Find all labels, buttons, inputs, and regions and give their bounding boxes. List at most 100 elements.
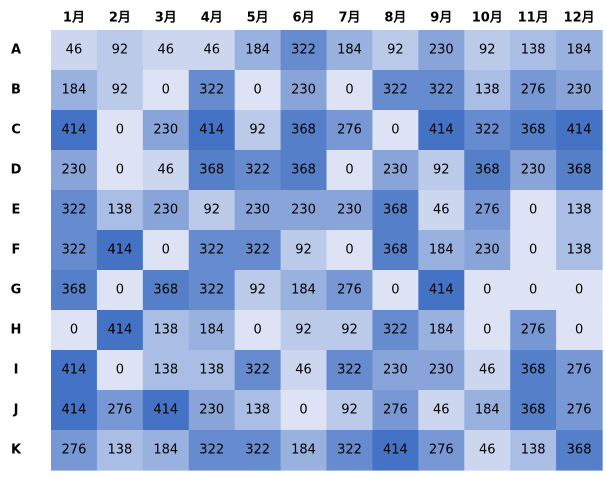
heatmap-cell (51, 230, 98, 271)
heatmap-cell (234, 270, 282, 311)
heatmap-cell (326, 310, 374, 351)
cell-value-label: 368 (291, 123, 316, 138)
heatmap-cell (510, 30, 557, 71)
cell-value-label: 92 (112, 83, 129, 98)
cell-value-label: 46 (433, 203, 450, 218)
cell-value-label: 230 (567, 83, 592, 98)
cell-value-label: 368 (153, 283, 178, 298)
column-label: 4月 (201, 11, 223, 26)
cell-value-label: 0 (529, 283, 537, 298)
heatmap-cell (188, 230, 236, 271)
heatmap-cell (464, 230, 511, 271)
heatmap-cell (96, 350, 144, 391)
heatmap-cell (51, 350, 98, 391)
cell-value-label: 0 (253, 323, 261, 338)
heatmap-cell (188, 390, 236, 431)
cell-value-label: 0 (299, 403, 307, 418)
cell-value-label: 322 (199, 83, 224, 98)
heatmap-cell (556, 70, 603, 111)
heatmap-cell (372, 270, 419, 311)
cell-value-label: 92 (341, 323, 358, 338)
row-label: F (12, 243, 21, 258)
heatmap-cell (372, 230, 419, 271)
cell-value-label: 0 (345, 83, 353, 98)
heatmap-cell (326, 110, 374, 151)
cell-value-label: 46 (295, 363, 312, 378)
heatmap-cell (234, 430, 282, 471)
heatmap-cell (234, 30, 282, 71)
cell-value-label: 230 (383, 363, 408, 378)
heatmap-cell (96, 70, 144, 111)
cell-value-label: 276 (107, 403, 132, 418)
heatmap-cell (96, 430, 144, 471)
heatmap-cell (234, 310, 282, 351)
cell-value-label: 322 (62, 203, 87, 218)
cell-value-label: 46 (479, 443, 496, 458)
heatmap-cell (372, 390, 419, 431)
heatmap-cell (418, 150, 465, 191)
heatmap-cell (510, 230, 557, 271)
heatmap-cell (51, 150, 98, 191)
heatmap-cell (418, 350, 465, 391)
heatmap-cell-labels: 46 92 46 46 184 322 184 92 230 92 138 184 184 92 0 322 0… (62, 43, 592, 458)
heatmap-cell (556, 430, 603, 471)
cell-value-label: 230 (383, 163, 408, 178)
heatmap-cell (372, 110, 419, 151)
cell-value-label: 184 (429, 323, 454, 338)
heatmap-cell (464, 350, 511, 391)
cell-value-label: 46 (158, 43, 175, 58)
cell-value-label: 322 (337, 443, 362, 458)
heatmap-cell (234, 390, 282, 431)
column-label: 8月 (384, 11, 406, 26)
cell-value-label: 138 (199, 363, 224, 378)
heatmap-cell (510, 310, 557, 351)
cell-value-label: 414 (62, 403, 87, 418)
heatmap-cell (464, 30, 511, 71)
cell-value-label: 138 (107, 203, 132, 218)
heatmap-cell (556, 270, 603, 311)
cell-value-label: 138 (245, 403, 270, 418)
heatmap-cell (510, 110, 557, 151)
heatmap-cell (280, 110, 328, 151)
column-label: 5月 (247, 11, 269, 26)
heatmap-cell (326, 150, 374, 191)
cell-value-label: 46 (433, 403, 450, 418)
heatmap-cell (372, 350, 419, 391)
cell-value-label: 138 (153, 363, 178, 378)
heatmap-cell (464, 70, 511, 111)
heatmap-cell (510, 150, 557, 191)
row-label: E (12, 203, 21, 218)
cell-value-label: 92 (295, 323, 312, 338)
row-label: K (11, 443, 22, 458)
heatmap-cell (326, 390, 374, 431)
heatmap-cell (280, 230, 328, 271)
cell-value-label: 0 (116, 363, 124, 378)
cell-value-label: 92 (433, 163, 450, 178)
heatmap-cell (556, 30, 603, 71)
heatmap-cell (280, 190, 328, 231)
cell-value-label: 322 (383, 83, 408, 98)
heatmap-cell (556, 390, 603, 431)
heatmap-cell (188, 310, 236, 351)
heatmap-cell (556, 230, 603, 271)
heatmap-cell (96, 310, 144, 351)
cell-value-label: 92 (249, 283, 266, 298)
heatmap-cell (510, 270, 557, 311)
cell-value-label: 138 (107, 443, 132, 458)
heatmap-cell (234, 190, 282, 231)
heatmap-cell (464, 270, 511, 311)
heatmap-cell (142, 350, 190, 391)
cell-value-label: 322 (245, 163, 270, 178)
heatmap-cell (326, 30, 374, 71)
cell-value-label: 230 (245, 203, 270, 218)
cell-value-label: 92 (295, 243, 312, 258)
heatmap-cell (418, 190, 465, 231)
cell-value-label: 368 (475, 163, 500, 178)
cell-value-label: 92 (249, 123, 266, 138)
heatmap-cell (51, 270, 98, 311)
cell-value-label: 138 (567, 243, 592, 258)
cell-value-label: 0 (345, 163, 353, 178)
heatmap-cell (464, 310, 511, 351)
cell-value-label: 0 (483, 323, 491, 338)
row-label: J (13, 403, 19, 418)
